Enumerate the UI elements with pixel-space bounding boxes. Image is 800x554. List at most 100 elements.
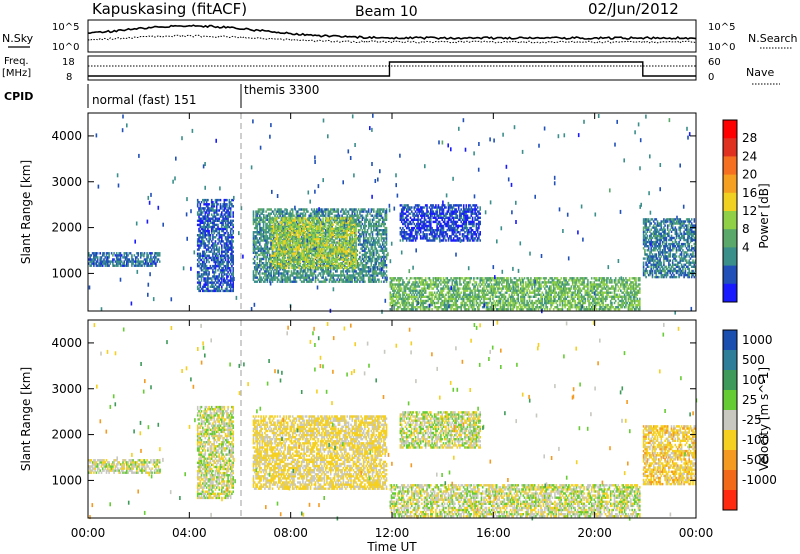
heatmap-cell	[351, 243, 354, 246]
heatmap-cell	[204, 289, 207, 293]
heatmap-cell	[371, 245, 374, 248]
heatmap-cell	[422, 281, 424, 284]
heatmap-cell	[128, 260, 131, 263]
heatmap-cell	[279, 280, 281, 283]
heatmap-cell	[281, 210, 284, 213]
heatmap-cell	[224, 213, 227, 216]
heatmap-cell	[298, 253, 300, 257]
heatmap-cell	[341, 214, 343, 217]
heatmap-cell	[322, 225, 324, 228]
heatmap-cell	[355, 276, 357, 279]
heatmap-cell	[380, 212, 383, 215]
heatmap-cell	[371, 249, 374, 252]
heatmap-cell	[424, 289, 427, 292]
heatmap-cell	[196, 287, 199, 290]
heatmap-cell	[299, 212, 302, 215]
heatmap-cell	[196, 203, 199, 206]
heatmap-cell	[322, 264, 324, 267]
heatmap-cell	[341, 237, 343, 240]
heatmap-cell	[355, 254, 357, 257]
heatmap-cell	[328, 237, 331, 241]
heatmap-cell	[155, 256, 157, 259]
heatmap-cell	[367, 226, 370, 230]
heatmap-cell	[338, 274, 341, 277]
heatmap-cell	[123, 260, 126, 263]
heatmap-cell	[127, 262, 129, 265]
heatmap-cell	[360, 208, 362, 211]
heatmap-cell	[88, 258, 90, 261]
heatmap-cell	[286, 224, 289, 228]
heatmap-cell	[257, 264, 260, 267]
heatmap-cell	[219, 236, 222, 239]
nsearch-label: N.Search	[748, 32, 798, 45]
heatmap-cell	[364, 218, 366, 221]
heatmap-cell	[364, 270, 366, 273]
heatmap-cell	[314, 270, 317, 273]
date-label: 02/Jun/2012	[588, 0, 679, 18]
heatmap-cell	[286, 254, 289, 257]
heatmap-cell	[322, 214, 324, 217]
heatmap-cell	[365, 255, 367, 259]
heatmap-cell	[318, 216, 321, 219]
heatmap-cell	[367, 259, 370, 263]
heatmap-cell	[327, 241, 329, 244]
heatmap-cell	[221, 254, 223, 257]
heatmap-cell	[200, 221, 203, 224]
heatmap-cell	[224, 207, 227, 210]
heatmap-cell	[276, 255, 279, 259]
heatmap-cell	[264, 274, 266, 277]
heatmap-cell	[208, 240, 210, 243]
heatmap-cell	[224, 238, 227, 241]
heatmap-cell	[297, 214, 299, 217]
heatmap-cell	[217, 219, 219, 222]
heatmap-cell	[200, 273, 203, 276]
heatmap-cell	[323, 222, 326, 226]
heatmap-cell	[198, 252, 200, 255]
heatmap-cell	[213, 250, 215, 253]
heatmap-cell	[264, 249, 266, 252]
heatmap-cell	[228, 246, 231, 249]
heatmap-cell	[332, 274, 335, 277]
heatmap-cell	[352, 224, 355, 228]
heatmap-cell	[117, 258, 119, 261]
heatmap-cell	[323, 208, 326, 211]
heatmap-cell	[252, 218, 255, 221]
heatmap-cell	[360, 262, 362, 265]
heatmap-cell	[350, 255, 352, 259]
heatmap-cell	[300, 257, 303, 261]
heatmap-cell	[367, 241, 370, 244]
heatmap-cell	[112, 260, 114, 263]
heatmap-cell	[222, 258, 224, 262]
heatmap-cell	[202, 289, 204, 293]
heatmap-cell	[328, 214, 331, 217]
heatmap-cell	[271, 218, 274, 221]
heatmap-cell	[265, 224, 267, 228]
heatmap-cell	[351, 266, 354, 269]
heatmap-cell	[312, 253, 314, 257]
heatmap-cell	[219, 213, 222, 216]
heatmap-cell	[348, 278, 351, 281]
heatmap-cell	[137, 260, 139, 263]
heatmap-cell	[269, 214, 271, 217]
heatmap-cell	[305, 221, 308, 224]
heatmap-cell	[255, 251, 257, 254]
heatmap-cell	[204, 203, 207, 206]
heatmap-cell	[199, 242, 202, 245]
heatmap-cell	[299, 270, 302, 273]
heatmap-cell	[307, 270, 309, 273]
heatmap-cell	[199, 223, 202, 227]
heatmap-cell	[370, 222, 373, 226]
heatmap-cell	[200, 279, 203, 282]
heatmap-cell	[280, 264, 283, 268]
heatmap-cell	[350, 245, 352, 248]
heatmap-cell	[279, 266, 281, 269]
heatmap-cell	[219, 281, 222, 284]
heatmap-cell	[215, 277, 218, 280]
heatmap-cell	[96, 264, 99, 267]
heatmap-cell	[275, 268, 278, 271]
heatmap-cell	[218, 283, 221, 286]
heatmap-cell	[209, 277, 212, 280]
heatmap-cell	[126, 254, 128, 257]
heatmap-cell	[365, 251, 367, 254]
heatmap-cell	[231, 205, 233, 208]
